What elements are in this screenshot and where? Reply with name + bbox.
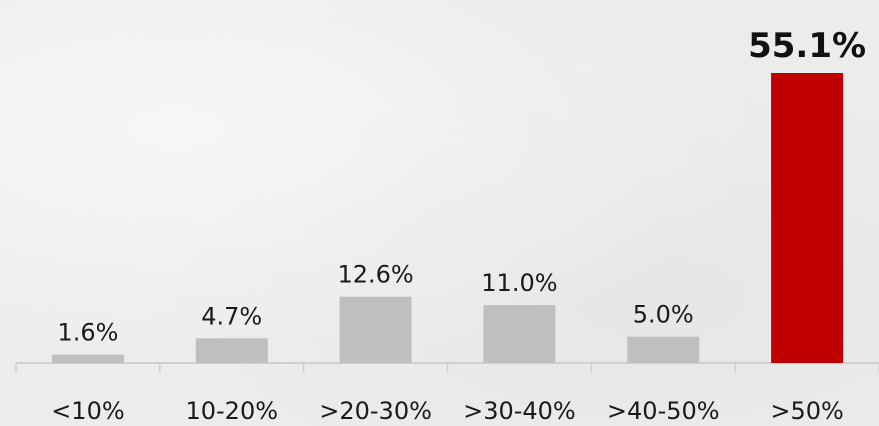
data-label: 55.1% bbox=[748, 26, 866, 66]
bar bbox=[627, 336, 700, 363]
x-axis bbox=[15, 362, 879, 373]
bar bbox=[771, 73, 844, 363]
bar bbox=[51, 354, 124, 363]
data-label: 11.0% bbox=[481, 269, 557, 297]
data-label: 5.0% bbox=[633, 301, 694, 329]
category-label: >50% bbox=[770, 397, 843, 425]
category-label: >30-40% bbox=[463, 397, 576, 425]
data-label: 1.6% bbox=[57, 319, 118, 347]
value-labels: 1.6% 4.7% 12.6% 11.0% 5.0% 55.1% bbox=[57, 26, 866, 347]
category-label: >20-30% bbox=[319, 397, 432, 425]
bars bbox=[51, 73, 844, 363]
data-label: 12.6% bbox=[337, 261, 413, 289]
bar bbox=[339, 296, 412, 363]
category-label: <10% bbox=[51, 397, 124, 425]
bar bbox=[195, 338, 268, 363]
category-label: 10-20% bbox=[185, 397, 278, 425]
category-label: >40-50% bbox=[607, 397, 720, 425]
category-labels: <10% 10-20% >20-30% >30-40% >40-50% >50% bbox=[51, 397, 844, 425]
bar bbox=[483, 305, 556, 363]
data-label: 4.7% bbox=[201, 302, 262, 330]
